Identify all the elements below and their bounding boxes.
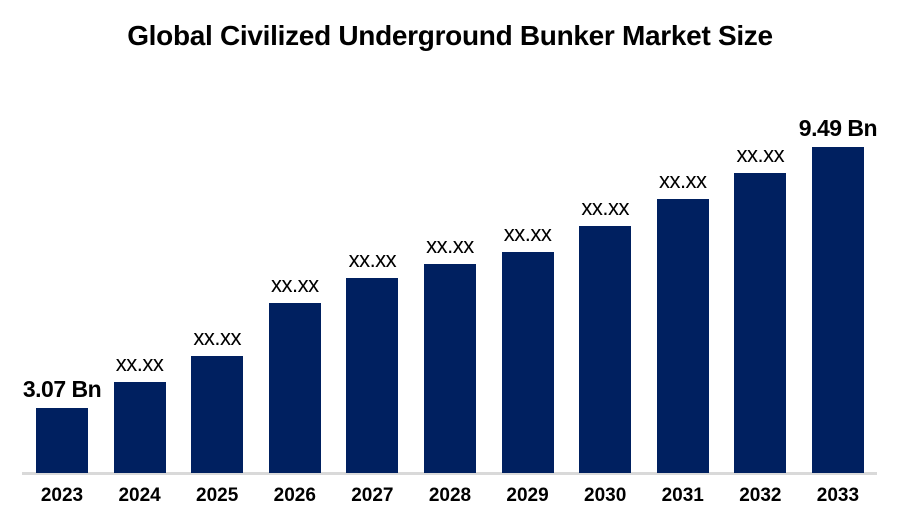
- bar-2027: [346, 278, 399, 473]
- bar-2030: [579, 226, 632, 473]
- bar-2029: [501, 252, 554, 473]
- x-axis-label-2023: 2023: [40, 485, 84, 506]
- bar-group-2030: xx.xx: [579, 195, 632, 473]
- x-axis-label-2026: 2026: [273, 485, 316, 506]
- bar-group-2026: xx.xx: [268, 272, 321, 473]
- bar-2025: [191, 356, 244, 473]
- bar-group-2031: xx.xx: [656, 168, 709, 473]
- bar-2026: [268, 303, 321, 473]
- x-axis-label-2031: 2031: [661, 485, 704, 506]
- bar-group-2029: xx.xx: [501, 221, 554, 473]
- bar-group-2028: xx.xx: [423, 233, 476, 473]
- bar-value-label-2023: 3.07 Bn: [22, 376, 102, 402]
- x-axis-label-2028: 2028: [428, 485, 472, 506]
- bar-value-label-2029: xx.xx: [503, 221, 552, 246]
- bar-group-2023: 3.07 Bn: [23, 378, 102, 473]
- bar-2033: [811, 147, 864, 473]
- chart-title: Global Civilized Underground Bunker Mark…: [127, 20, 773, 51]
- x-axis-label-2032: 2032: [739, 485, 782, 506]
- bars-container: 3.07 Bn xx.xx xx.xx xx.xx xx.xx xx.xx xx.xx xx.…: [23, 0, 878, 473]
- bar-value-label-2028: xx.xx: [426, 233, 474, 258]
- x-axis-label-2033: 2033: [816, 485, 860, 506]
- bar-2032: [734, 173, 787, 473]
- bar-2024: [113, 382, 166, 473]
- bar-value-label-2024: xx.xx: [115, 351, 164, 376]
- bar-value-label-2026: xx.xx: [270, 272, 319, 297]
- bar-value-label-2032: xx.xx: [736, 142, 785, 167]
- bar-group-2033: 9.49 Bn: [799, 117, 878, 473]
- x-axis-line: [22, 472, 877, 475]
- bar-value-label-2025: xx.xx: [193, 325, 241, 350]
- x-axis-label-2030: 2030: [584, 485, 627, 506]
- bar-group-2032: xx.xx: [734, 142, 787, 473]
- bar-group-2024: xx.xx: [113, 351, 166, 473]
- x-axis-label-2024: 2024: [118, 485, 161, 506]
- x-axis-label-2029: 2029: [506, 485, 549, 506]
- bar-group-2027: xx.xx: [346, 247, 399, 473]
- x-axis-label-2025: 2025: [196, 485, 239, 506]
- bar-2031: [656, 199, 709, 473]
- bar-value-label-2031: xx.xx: [658, 168, 707, 193]
- bar-2023: [36, 408, 88, 473]
- bar-group-2025: xx.xx: [191, 325, 244, 473]
- x-axis-labels: 2023 2024 2025 2026 2027 2028 2029 2030 2031 2032…: [36, 485, 864, 507]
- bar-value-label-2027: xx.xx: [348, 247, 397, 272]
- bar-value-label-2030: xx.xx: [581, 195, 629, 220]
- x-axis-label-2027: 2027: [351, 485, 394, 506]
- bar-value-label-2033: 9.49 Bn: [798, 115, 878, 141]
- bar-2028: [423, 264, 476, 473]
